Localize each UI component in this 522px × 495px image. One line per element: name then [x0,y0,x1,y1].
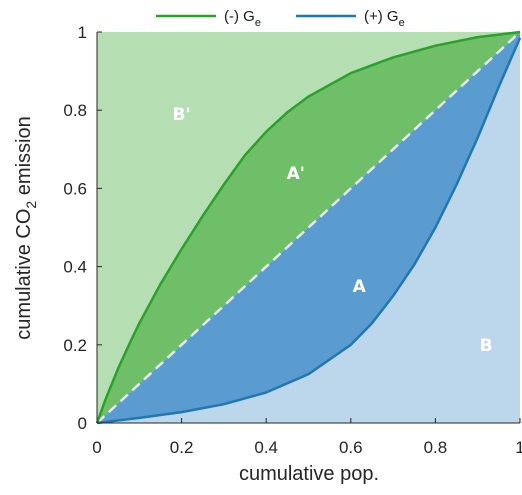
series-line-positive-ge [96,37,522,425]
x-tick-label: 0.2 [170,438,194,457]
y-tick-label: 0.6 [63,179,87,198]
diagonal-line [96,31,521,424]
x-tick-label: 0 [92,438,101,457]
y-axis-label-main: cumulative CO [13,209,35,340]
y-tick-label: 0 [78,414,87,433]
legend-entry: (-) Ge [224,8,261,29]
chart-series-lines [95,30,522,425]
x-tick-label: 0.4 [254,438,278,457]
y-axis-label-tail: emission [13,116,35,200]
region-b-prime [97,32,520,423]
chart-annotations: B' A' A B [173,105,493,356]
region-b [97,37,520,424]
y-axis-label: cumulative CO2 emission [13,116,39,339]
series-line-negative-ge [95,30,521,424]
region-annotation: A' [287,164,305,184]
x-tick-label: 1 [515,438,522,457]
region-annotation: A [353,277,367,297]
x-tick-label: 0.6 [339,438,363,457]
y-tick-label: 0.4 [63,258,87,277]
x-axis-label: cumulative pop. [239,463,379,485]
legend-entry: (+) Ge [364,8,405,29]
region-annotation: B' [173,105,191,125]
y-tick-label: 1 [78,23,87,42]
y-axis-label-subscript: 2 [23,201,39,209]
y-tick-label: 0.8 [63,101,87,120]
x-tick-label: 0.8 [424,438,448,457]
y-tick-label: 0.2 [63,336,87,355]
region-annotation: B [480,336,493,356]
chart-legend: (-) Ge (+) Ge [156,8,405,29]
chart-axes: 0 0.2 0.4 0.6 0.8 1 0 0.2 0.4 0.6 0.8 1 [63,23,522,457]
